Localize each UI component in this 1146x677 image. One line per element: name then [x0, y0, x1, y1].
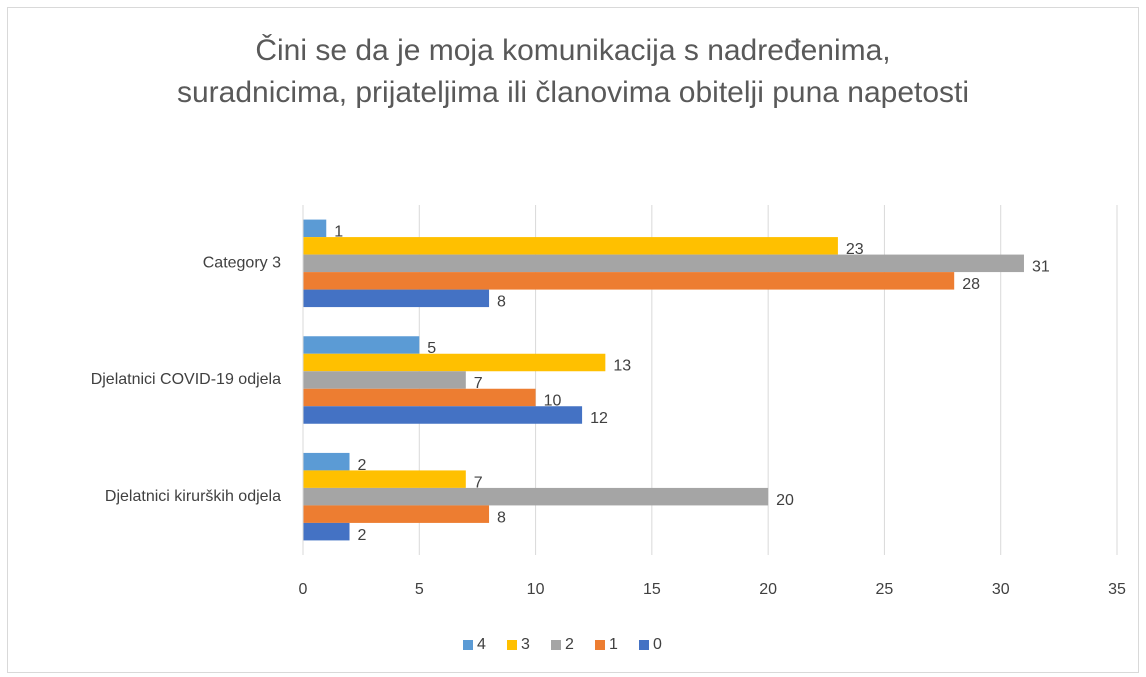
legend-swatch	[595, 640, 605, 650]
x-tick-label: 25	[876, 581, 894, 598]
chart-border	[7, 7, 1139, 673]
legend-swatch	[507, 640, 517, 650]
data-label: 31	[1032, 259, 1050, 276]
bar	[303, 272, 955, 290]
y-tick-label: Category 3	[203, 255, 281, 272]
legend-swatch	[551, 640, 561, 650]
bar	[303, 522, 350, 541]
data-label: 12	[590, 410, 608, 427]
legend-label: 1	[609, 636, 618, 653]
bar	[303, 237, 838, 255]
data-label: 10	[544, 393, 562, 410]
data-label: 23	[846, 241, 864, 258]
x-tick-label: 35	[1108, 581, 1126, 598]
bar	[303, 289, 490, 308]
legend-label: 2	[565, 636, 574, 653]
legend-label: 4	[477, 636, 486, 653]
bar	[303, 388, 536, 407]
data-label: 8	[497, 294, 506, 311]
data-label: 28	[962, 276, 980, 293]
data-label: 8	[497, 509, 506, 526]
bar	[303, 487, 769, 506]
data-label: 1	[334, 224, 343, 241]
data-label: 2	[358, 457, 367, 474]
data-label: 7	[474, 474, 483, 491]
bar	[303, 254, 1024, 273]
legend-swatch	[639, 640, 649, 650]
data-label: 7	[474, 375, 483, 392]
x-tick-label: 5	[415, 581, 424, 598]
bar	[303, 219, 327, 238]
legend-label: 0	[653, 636, 662, 653]
data-label: 2	[358, 527, 367, 544]
bar	[303, 353, 606, 372]
bar	[303, 452, 350, 471]
chart-title: Čini se da je moja komunikacija s nadređ…	[176, 34, 970, 109]
x-tick-label: 0	[299, 581, 308, 598]
legend-label: 3	[521, 636, 530, 653]
bar	[303, 336, 420, 354]
x-tick-label: 15	[643, 581, 661, 598]
legend-swatch	[463, 640, 473, 650]
x-tick-label: 20	[759, 581, 777, 598]
bar	[303, 470, 466, 488]
data-label: 13	[613, 358, 631, 375]
data-label: 20	[776, 492, 794, 509]
bar	[303, 406, 583, 424]
data-label: 5	[427, 340, 436, 357]
y-tick-label: Djelatnici kirurških odjela	[105, 488, 281, 505]
bar	[303, 371, 466, 389]
y-tick-label: Djelatnici COVID-19 odjela	[91, 371, 281, 388]
x-tick-label: 30	[992, 581, 1010, 598]
bar	[303, 505, 490, 523]
x-tick-label: 10	[527, 581, 545, 598]
